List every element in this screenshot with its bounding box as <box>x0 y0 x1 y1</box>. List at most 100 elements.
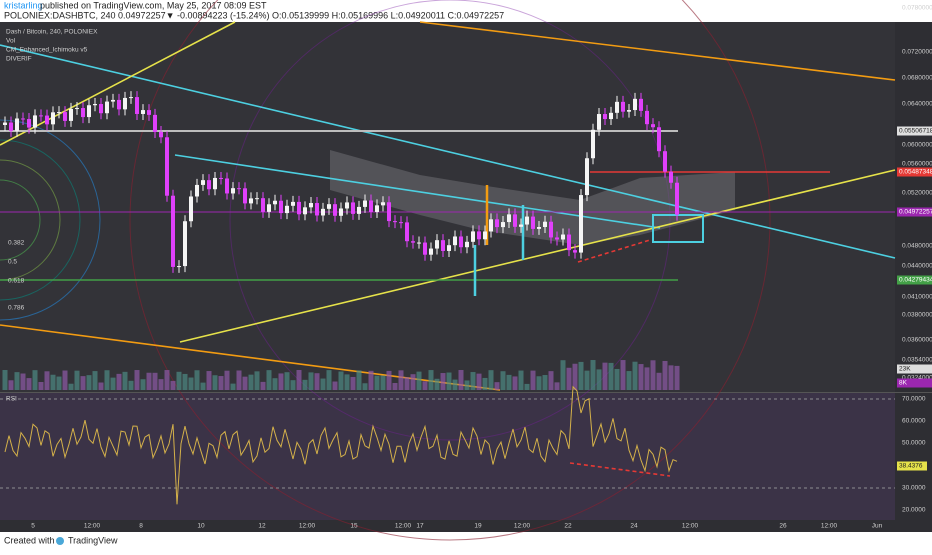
volume-bar <box>530 370 536 390</box>
candle-body <box>543 221 547 228</box>
volume-bar <box>176 371 182 390</box>
candle-body <box>291 201 295 206</box>
candle-body <box>435 240 439 249</box>
rsi-axis-label: 20.0000 <box>902 507 926 514</box>
candle-body <box>285 205 289 214</box>
legend-item: DIVERIF <box>6 56 32 63</box>
volume-bar <box>608 362 614 390</box>
time-scale <box>0 520 932 532</box>
candle-body <box>213 177 217 190</box>
volume-bar <box>170 380 176 390</box>
candle-body <box>549 221 553 238</box>
volume-bar <box>296 370 302 390</box>
candle-body <box>105 101 109 114</box>
time-label: 26 <box>779 523 787 530</box>
volume-bar <box>518 370 524 390</box>
legend-item: Dash / Bitcoin, 240, POLONIEX <box>6 29 98 36</box>
candle-body <box>165 137 169 196</box>
candle-body <box>597 114 601 130</box>
volume-bar <box>74 370 80 390</box>
candle-body <box>273 200 277 205</box>
candle-body <box>141 110 145 114</box>
candle-body <box>417 242 421 244</box>
candle-body <box>147 110 151 115</box>
price-tag: 8K <box>899 380 908 387</box>
candle-body <box>615 101 619 113</box>
volume-bar <box>50 374 56 390</box>
volume-bar <box>260 381 266 390</box>
volume-bar <box>470 372 476 390</box>
rsi-axis-label: 60.0000 <box>902 418 926 425</box>
header-bar <box>0 0 932 22</box>
candle-body <box>45 115 49 125</box>
volume-bar <box>140 379 146 390</box>
candle-body <box>87 105 91 118</box>
volume-bar <box>2 370 8 390</box>
candle-body <box>525 216 529 225</box>
price-tag-bg <box>897 167 932 177</box>
volume-bar <box>584 370 590 390</box>
volume-bar <box>242 376 248 390</box>
candle-body <box>345 202 349 209</box>
volume-bar <box>554 382 560 390</box>
candle-body <box>465 241 469 248</box>
candle-body <box>495 219 499 228</box>
time-label: 5 <box>31 523 35 530</box>
volume-bar <box>404 377 410 390</box>
candle-body <box>63 112 67 121</box>
volume-bar <box>524 383 530 390</box>
candle-body <box>27 119 31 128</box>
volume-bar <box>188 377 194 390</box>
candle-body <box>639 98 643 111</box>
candle-body <box>459 236 463 248</box>
volume-bar <box>542 375 548 390</box>
volume-bar <box>614 368 620 390</box>
volume-bar <box>14 372 20 390</box>
rsi-tag: 38.4376 <box>899 463 923 470</box>
rsi-axis-label: 50.0000 <box>902 440 926 447</box>
volume-bar <box>482 377 488 390</box>
volume-bar <box>32 370 38 390</box>
candle-body <box>429 248 433 255</box>
ichimoku-cloud <box>330 150 735 245</box>
candle-body <box>651 124 655 128</box>
published: published on TradingView.com, May 25, 20… <box>40 0 267 10</box>
volume-bar <box>326 370 332 390</box>
candle-body <box>261 198 265 212</box>
candle-body <box>237 188 241 190</box>
volume-bar <box>122 371 128 390</box>
candle-body <box>189 196 193 222</box>
candle-body <box>573 250 577 253</box>
candle-body <box>99 103 103 114</box>
ticker: POLONIEX:DASHBTC, 240 0.04972257▼ -0.008… <box>4 10 504 20</box>
candles <box>2 91 680 390</box>
volume-bar <box>590 360 596 390</box>
volume-bar <box>44 371 50 390</box>
volume-bar <box>626 371 632 390</box>
candle-body <box>33 115 37 128</box>
volume-bar <box>290 380 296 390</box>
volume-bar <box>212 375 218 390</box>
price-tag: 23K <box>899 366 911 373</box>
candle-body <box>471 231 475 242</box>
candle-body <box>591 129 595 159</box>
candle-body <box>447 245 451 251</box>
time-label: 12:00 <box>682 523 699 530</box>
volume-bar <box>548 371 554 390</box>
volume-bar <box>650 360 656 390</box>
price-tag: 0.05487348 <box>899 169 932 176</box>
candle-body <box>225 178 229 194</box>
volume-bar <box>392 382 398 390</box>
candle-body <box>411 241 415 243</box>
volume-bar <box>284 372 290 390</box>
author[interactable]: kristarling <box>4 0 43 10</box>
volume-bar <box>380 375 386 390</box>
candle-body <box>483 231 487 240</box>
volume-bar <box>560 360 566 390</box>
time-label: 12:00 <box>299 523 316 530</box>
